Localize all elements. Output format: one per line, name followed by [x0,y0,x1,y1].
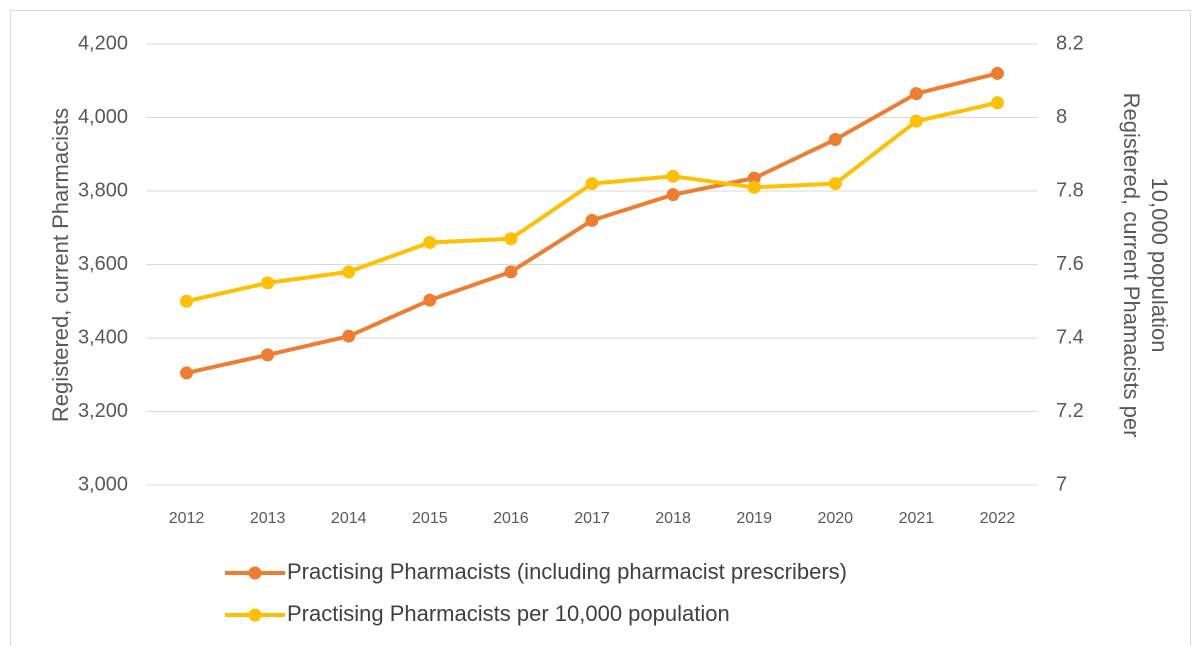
y2-tick-label: 7.4 [1056,326,1084,348]
y2-tick-label: 7.2 [1056,400,1084,422]
x-tick-label: 2022 [980,510,1016,527]
point [504,265,518,279]
y-tick-label: 4,000 [78,106,128,128]
x-tick-label: 2012 [169,510,205,527]
point [180,294,194,308]
point [666,169,680,183]
point [261,276,275,290]
y-tick-label: 4,200 [78,32,128,54]
point [585,177,599,191]
y-tick-label: 3,400 [78,326,128,348]
x-tick-label: 2020 [817,510,853,527]
y2-tick-label: 7 [1056,473,1067,495]
point [828,177,842,191]
x-tick-label: 2016 [493,510,529,527]
y2-axis-title: Registered, current Phamacists per [1119,93,1144,438]
y-tick-label: 3,600 [78,253,128,275]
y-tick-label: 3,200 [78,400,128,422]
legend-label: Practising Pharmacists (including pharma… [287,559,847,584]
legend-label: Practising Pharmacists per 10,000 popula… [287,601,730,626]
x-tick-label: 2019 [736,510,772,527]
point [747,171,761,185]
y-axis-title: Registered, current Pharmacists [48,108,73,422]
y2-tick-label: 7.6 [1056,253,1084,275]
x-tick-label: 2013 [250,510,286,527]
y2-axis-title: 10,000 population [1147,178,1172,353]
series-line [186,100,998,304]
x-tick-label: 2018 [655,510,691,527]
y2-tick-label: 8 [1056,106,1067,128]
point [504,232,518,246]
chart-border [10,10,1191,646]
y-tick-label: 3,800 [78,179,128,201]
legend-marker [248,608,262,622]
y-tick-label: 3,000 [78,473,128,495]
point [423,235,437,249]
point [747,180,761,194]
legend-marker [248,566,262,580]
point [990,96,1004,110]
y2-tick-label: 8.2 [1056,32,1084,54]
point [180,366,194,380]
point [909,114,923,128]
point [666,188,680,202]
point [342,329,356,343]
x-tick-label: 2014 [331,510,367,527]
y2-tick-label: 7.8 [1056,179,1084,201]
x-tick-label: 2017 [574,510,610,527]
point [990,66,1004,80]
point [423,293,437,307]
point [261,348,275,362]
x-tick-label: 2021 [899,510,935,527]
point [909,87,923,101]
point [342,265,356,279]
x-tick-label: 2015 [412,510,448,527]
point [828,133,842,147]
point [585,213,599,227]
